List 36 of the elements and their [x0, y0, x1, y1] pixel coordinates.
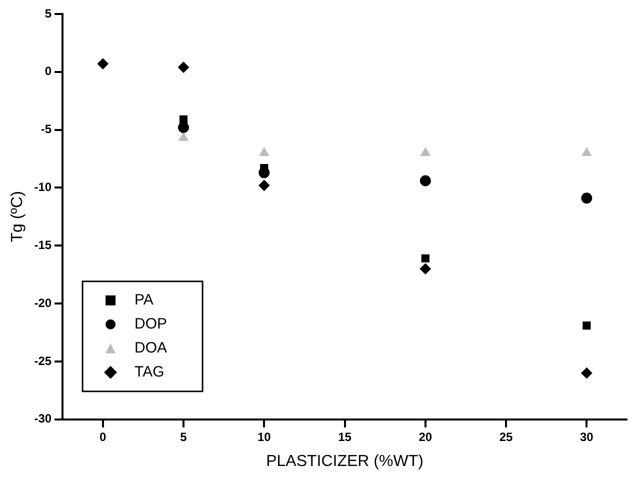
legend-label: TAG [134, 364, 164, 381]
x-tick-label: 20 [418, 430, 432, 444]
y-tick-label: 5 [44, 6, 52, 20]
point [581, 368, 592, 379]
x-axis-title: PLASTICIZER (%WT) [266, 452, 424, 470]
legend-label: DOA [134, 340, 168, 357]
point [178, 62, 189, 73]
point [420, 175, 431, 186]
x-tick-label: 25 [499, 430, 514, 444]
point [179, 115, 188, 124]
point [582, 322, 591, 330]
point [258, 180, 270, 191]
point [581, 192, 592, 204]
y-tick-label: -30 [34, 412, 52, 426]
x-tick-label: 5 [180, 430, 188, 444]
y-tick-label: -25 [34, 354, 52, 368]
point [178, 132, 188, 141]
x-tick-label: 15 [338, 430, 352, 444]
x-tick-label: 0 [100, 430, 107, 444]
point [259, 147, 269, 156]
y-axis-title: Tg (ºC) [9, 191, 26, 242]
legend-label: PA [134, 292, 154, 309]
y-tick-label: -10 [34, 180, 52, 194]
legend-label: DOP [134, 316, 168, 333]
x-tick-label: 30 [580, 430, 594, 444]
x-tick-label: 10 [257, 430, 272, 444]
y-tick-label: -5 [40, 122, 52, 136]
y-tick-label: -15 [34, 238, 52, 252]
point [421, 254, 430, 262]
point [178, 122, 189, 134]
point [582, 147, 592, 156]
point [97, 58, 108, 70]
y-tick-label: -20 [34, 296, 52, 310]
y-tick-label: 0 [44, 64, 52, 78]
point [420, 147, 430, 156]
point [420, 263, 431, 274]
